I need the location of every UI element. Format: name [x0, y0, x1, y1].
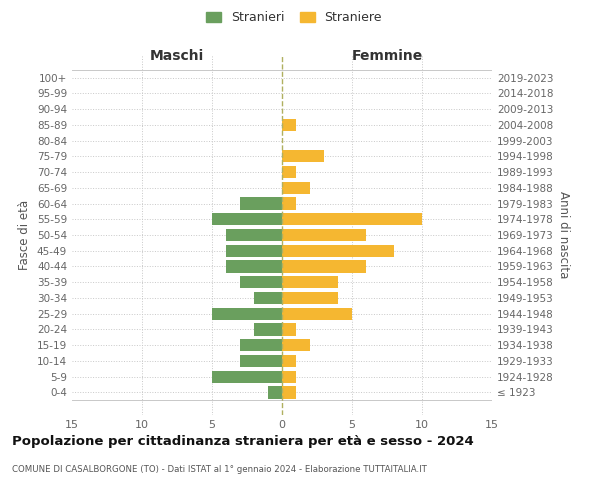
- Bar: [282, 198, 296, 209]
- Bar: [254, 292, 282, 304]
- Bar: [226, 260, 282, 272]
- Bar: [212, 308, 282, 320]
- Bar: [282, 324, 296, 336]
- Bar: [240, 339, 282, 351]
- Bar: [226, 244, 282, 257]
- Bar: [282, 355, 296, 367]
- Bar: [240, 355, 282, 367]
- Text: COMUNE DI CASALBORGONE (TO) - Dati ISTAT al 1° gennaio 2024 - Elaborazione TUTTA: COMUNE DI CASALBORGONE (TO) - Dati ISTAT…: [12, 465, 427, 474]
- Bar: [268, 386, 282, 398]
- Bar: [254, 324, 282, 336]
- Bar: [212, 213, 282, 226]
- Bar: [240, 276, 282, 288]
- Text: Popolazione per cittadinanza straniera per età e sesso - 2024: Popolazione per cittadinanza straniera p…: [12, 435, 474, 448]
- Bar: [282, 292, 338, 304]
- Bar: [212, 370, 282, 383]
- Bar: [282, 244, 394, 257]
- Bar: [282, 370, 296, 383]
- Bar: [282, 260, 366, 272]
- Bar: [282, 213, 422, 226]
- Y-axis label: Fasce di età: Fasce di età: [19, 200, 31, 270]
- Text: Femmine: Femmine: [352, 50, 422, 64]
- Bar: [240, 198, 282, 209]
- Bar: [282, 166, 296, 178]
- Bar: [282, 229, 366, 241]
- Bar: [282, 308, 352, 320]
- Bar: [282, 182, 310, 194]
- Bar: [282, 276, 338, 288]
- Text: Maschi: Maschi: [150, 50, 204, 64]
- Bar: [282, 339, 310, 351]
- Y-axis label: Anni di nascita: Anni di nascita: [557, 192, 570, 278]
- Legend: Stranieri, Straniere: Stranieri, Straniere: [201, 6, 387, 29]
- Bar: [282, 150, 324, 162]
- Bar: [282, 386, 296, 398]
- Bar: [282, 118, 296, 131]
- Bar: [226, 229, 282, 241]
